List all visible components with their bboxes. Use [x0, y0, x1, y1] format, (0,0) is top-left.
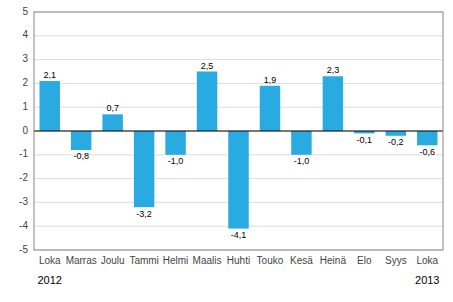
y-tick-label: 1 — [22, 101, 28, 112]
data-label: 1,9 — [264, 75, 277, 85]
y-tick-label: -2 — [19, 172, 28, 183]
bar — [386, 131, 406, 136]
bar — [323, 76, 343, 131]
data-label: 2,3 — [327, 65, 340, 75]
y-tick-label: 2 — [22, 77, 28, 88]
data-label: -1,0 — [294, 156, 310, 166]
bar — [197, 72, 217, 132]
data-label: -0,2 — [388, 137, 404, 147]
bar — [102, 114, 122, 131]
y-tick-label: -5 — [19, 244, 28, 255]
x-tick-label: Tammi — [129, 255, 158, 266]
grid-line — [34, 83, 443, 84]
x-tick-label: Loka — [416, 255, 438, 266]
data-label: -4,1 — [231, 230, 247, 240]
chart-container: -5 -4 -3 -2 -1 0 1 2 3 4 5 2,1 -0,8 0,7 -3,2 -1,0 2,5 -4,… — [0, 0, 453, 302]
x-tick-label: Marras — [66, 255, 97, 266]
x-tick-label: Loka — [39, 255, 61, 266]
bar — [291, 131, 311, 155]
data-label: 0,7 — [106, 103, 119, 113]
x-tick-label: Joulu — [101, 255, 125, 266]
zero-line — [34, 131, 443, 132]
grid — [34, 12, 443, 250]
grid-line — [34, 35, 443, 36]
data-label: -1,0 — [168, 156, 184, 166]
y-tick-label: -4 — [19, 220, 28, 231]
grid-line — [34, 59, 443, 60]
data-label: -0,6 — [420, 147, 436, 157]
x-tick-label: Heinä — [320, 255, 347, 266]
data-label: -0,8 — [73, 151, 89, 161]
y-tick-label: 0 — [22, 125, 28, 136]
y-tick-label: -1 — [19, 148, 28, 159]
bar — [228, 131, 248, 229]
annotation: 2012 — [37, 274, 61, 286]
plot-frame — [34, 12, 443, 250]
x-tick-label: Syys — [385, 255, 407, 266]
data-label: 2,1 — [43, 70, 56, 80]
y-tick-label: 4 — [22, 29, 28, 40]
data-label: -3,2 — [136, 209, 152, 219]
bar — [417, 131, 437, 145]
x-tick-label: Elo — [357, 255, 372, 266]
annotation: 2013 — [415, 274, 439, 286]
x-tick-label: Helmi — [163, 255, 189, 266]
bar — [40, 81, 60, 131]
grid-line — [34, 107, 443, 108]
data-label: -0,1 — [357, 135, 373, 145]
y-tick-label: 5 — [22, 6, 28, 17]
y-tick-label: 3 — [22, 53, 28, 64]
bar — [134, 131, 154, 207]
y-tick-label: -3 — [19, 196, 28, 207]
chart: -5 -4 -3 -2 -1 0 1 2 3 4 5 2,1 -0,8 0,7 -3,2 -1,0 2,5 -4,… — [0, 0, 453, 302]
bar — [71, 131, 91, 150]
data-label: 2,5 — [201, 61, 214, 71]
x-tick-label: Huhti — [227, 255, 250, 266]
bars — [40, 72, 438, 229]
bar — [165, 131, 185, 155]
grid-line — [34, 131, 443, 132]
x-tick-label: Touko — [257, 255, 284, 266]
x-tick-label: Maalis — [193, 255, 222, 266]
x-tick-label: Kesä — [290, 255, 313, 266]
bar — [260, 86, 280, 131]
